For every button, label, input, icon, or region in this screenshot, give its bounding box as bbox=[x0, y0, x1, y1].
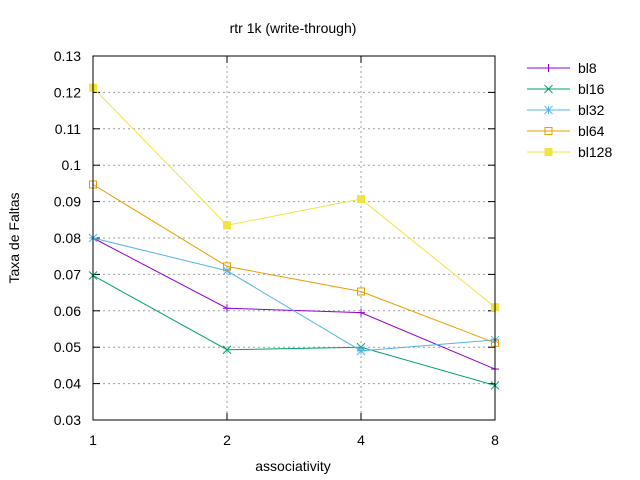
legend-entry: bl8 bbox=[527, 60, 597, 76]
data-point bbox=[357, 308, 365, 317]
plot-frame bbox=[92, 55, 496, 421]
legend: bl8 bl16 bl32 bl64 bl128 bbox=[527, 60, 612, 160]
legend-label: bl8 bbox=[578, 60, 597, 76]
legend-entry: bl32 bbox=[527, 102, 605, 118]
y-tick-label: 0.12 bbox=[54, 84, 81, 100]
x-tick-label: 2 bbox=[223, 432, 231, 448]
grid bbox=[93, 56, 495, 420]
series-bl8 bbox=[89, 234, 499, 374]
y-tick-label: 0.1 bbox=[62, 157, 82, 173]
legend-entry: bl128 bbox=[527, 144, 612, 160]
legend-marker bbox=[544, 64, 553, 72]
data-point bbox=[222, 345, 232, 355]
y-tick-label: 0.05 bbox=[54, 339, 81, 355]
series-bl64 bbox=[89, 180, 499, 347]
legend-marker bbox=[544, 127, 553, 135]
series-line bbox=[92, 237, 496, 370]
legend-entry: bl64 bbox=[527, 123, 605, 139]
legend-entry: bl16 bbox=[527, 81, 605, 97]
y-tick-label: 0.03 bbox=[54, 412, 81, 428]
series-line bbox=[92, 87, 496, 308]
y-tick-label: 0.08 bbox=[54, 230, 81, 246]
data-point bbox=[223, 262, 231, 271]
data-point bbox=[223, 221, 231, 230]
x-tick-label: 1 bbox=[89, 432, 97, 448]
legend-label: bl128 bbox=[578, 144, 612, 160]
series-line bbox=[92, 184, 496, 344]
series-layer bbox=[88, 83, 500, 390]
legend-marker bbox=[544, 148, 553, 156]
y-tick-label: 0.06 bbox=[54, 303, 81, 319]
x-axis-label: associativity bbox=[255, 458, 330, 474]
tick-labels: 0.03 0.04 0.05 0.06 0.07 0.08 0.09 0.1 0.11 0.12 0… bbox=[54, 48, 499, 448]
legend-marker bbox=[544, 105, 553, 115]
y-tick-label: 0.13 bbox=[54, 48, 81, 64]
y-tick-label: 0.04 bbox=[54, 376, 81, 392]
legend-label: bl64 bbox=[578, 123, 605, 139]
data-point bbox=[222, 266, 232, 276]
series-bl32 bbox=[88, 233, 500, 356]
series-bl128 bbox=[89, 83, 499, 312]
y-axis-label: Taxa de Faltas bbox=[6, 192, 22, 283]
x-tick-label: 8 bbox=[491, 432, 499, 448]
legend-label: bl16 bbox=[578, 81, 605, 97]
data-point bbox=[356, 346, 366, 356]
x-tick-label: 4 bbox=[357, 432, 365, 448]
legend-marker bbox=[544, 84, 553, 94]
data-point bbox=[223, 304, 231, 313]
chart-title: rtr 1k (write-through) bbox=[230, 20, 357, 36]
y-tick-label: 0.11 bbox=[55, 121, 81, 137]
series-line bbox=[92, 275, 496, 386]
y-tick-label: 0.09 bbox=[54, 194, 81, 210]
series-bl16 bbox=[88, 271, 500, 390]
data-point bbox=[357, 287, 365, 296]
y-tick-label: 0.07 bbox=[54, 266, 81, 282]
series-line bbox=[92, 237, 496, 352]
legend-label: bl32 bbox=[578, 102, 605, 118]
data-point bbox=[357, 195, 365, 204]
